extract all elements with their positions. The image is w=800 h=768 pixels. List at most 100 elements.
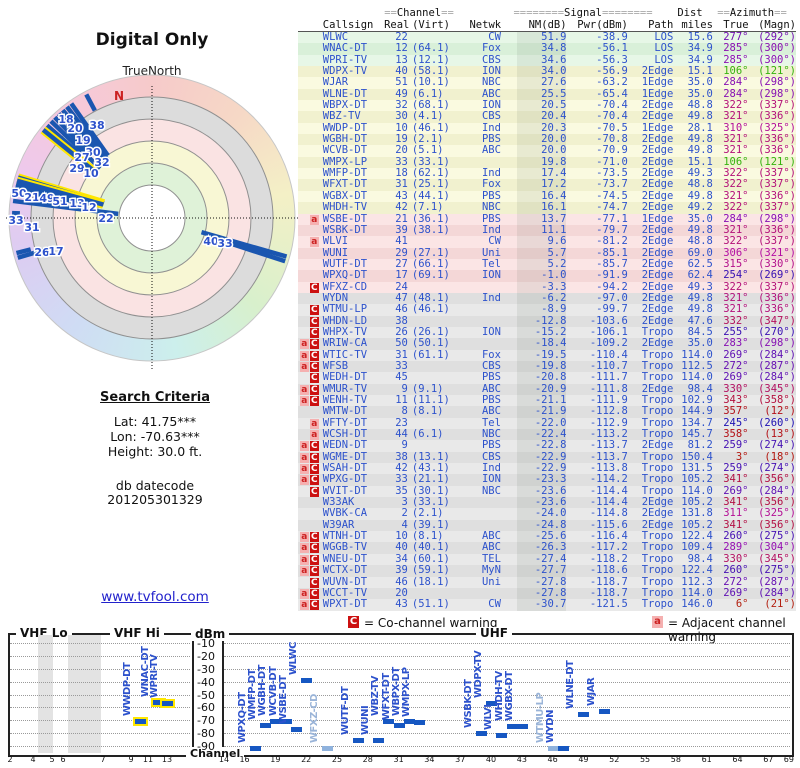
tvfool-link[interactable]: www.tvfool.com <box>101 589 209 605</box>
el <box>49 119 102 170</box>
cell-callsign: WCCT-TV <box>322 586 368 599</box>
table-row: a C WGGB-TV 40 (40.1) ABC -26.3 -117.2 Tropo 109.… <box>298 542 796 554</box>
cell-real: 29 <box>395 246 408 259</box>
cell-virt: (2.1) <box>411 507 444 520</box>
bar-label-WJAR: WJAR <box>585 678 597 707</box>
cell-true: 283° <box>723 337 749 350</box>
cell-netwk: Ind <box>481 462 501 475</box>
signal-bar-WNAC-DT <box>151 698 166 708</box>
el-grid <box>10 746 190 747</box>
radar-channel-label: 32 <box>94 156 109 169</box>
cell-miles: 49.8 <box>687 303 713 316</box>
cell-netwk: Fox <box>481 178 501 191</box>
cell-true: 284° <box>723 212 749 225</box>
latitude-value: Lat: 41.75*** <box>113 414 197 429</box>
cell-magn: (321°) <box>758 246 796 259</box>
table-row: WBPX-DT 32 (68.1) ION 20.5 -70.4 2Edge 48.8 322°… <box>298 99 796 112</box>
cell-real: 10 <box>395 121 408 134</box>
cell-magn: (336°) <box>758 110 796 123</box>
cell-callsign: WTMU-LP <box>322 303 368 316</box>
cell-netwk: PBS <box>481 189 501 202</box>
cell-virt: (51.1) <box>411 598 450 611</box>
cell-real: 20 <box>395 586 408 599</box>
cell-netwk: ION <box>481 325 501 338</box>
cell-miles: 105.2 <box>681 518 713 531</box>
el: Channel <box>396 7 442 19</box>
el-grid <box>10 707 190 709</box>
cell-magn: (337°) <box>758 178 796 191</box>
cell-virt: (30.1) <box>411 484 450 497</box>
uhf-label: UHF <box>476 627 512 640</box>
cell-warnings: C <box>298 316 320 327</box>
cell-warnings <box>298 179 320 190</box>
cell-nm: 20.0 <box>516 145 567 157</box>
cell-netwk: Uni <box>481 575 501 588</box>
cell-miles: 112.5 <box>681 359 713 372</box>
el <box>57 112 106 166</box>
cell-netwk: NBC <box>481 201 501 214</box>
el <box>13 190 25 197</box>
cell-virt: (9.1) <box>411 382 444 395</box>
col-magn: (Magn) <box>758 19 796 31</box>
cell-virt: (46.1) <box>411 303 450 316</box>
cell-callsign: WSBE-DT <box>322 212 368 225</box>
cell-virt: (4.1) <box>411 110 444 123</box>
radar-channel-label: 12 <box>81 201 96 214</box>
signal-bar-WGBH-DT <box>270 719 282 725</box>
radar-channel-label: 13 <box>69 197 84 210</box>
cell-netwk: CW <box>488 31 501 43</box>
cell-pwr: -113.7 <box>589 450 628 463</box>
cell-true: 272° <box>723 359 749 372</box>
cell-virt: (60.1) <box>411 552 450 565</box>
cell-miles: 49.8 <box>687 133 713 146</box>
cell-callsign: WMPX-LP <box>322 155 368 168</box>
cell-warnings <box>298 520 320 531</box>
el-tick: 67 <box>763 755 774 764</box>
cell-virt: (27.1) <box>411 246 450 259</box>
adjacent-warning-icon: a <box>299 543 309 554</box>
radar-channel-label: 31 <box>24 221 39 234</box>
cell-magn: (287°) <box>758 359 796 372</box>
table-row: WVBK-CA 2 (2.1) -24.0 -114.8 2Edge 131.8 311° (3… <box>298 507 796 520</box>
cell-pwr: -63.2 <box>596 76 628 89</box>
el <box>69 102 110 157</box>
bar-label-WUTF-DT: WUTF-DT <box>339 687 351 736</box>
cell-magn: (260°) <box>758 416 796 429</box>
cell-true: 341° <box>723 518 749 531</box>
cell-nm: 34.8 <box>516 42 567 55</box>
cell-magn: (292°) <box>758 31 796 43</box>
cell-real: 51 <box>395 76 408 89</box>
co-channel-warning-icon: C <box>309 384 319 395</box>
cell-magn: (336°) <box>758 144 796 157</box>
cell-callsign: WBPX-DT <box>322 99 368 112</box>
cell-magn: (336°) <box>758 303 796 316</box>
cell-netwk: ION <box>481 65 501 78</box>
cell-nm: 34.0 <box>516 65 567 78</box>
cell-miles: 145.7 <box>681 428 713 441</box>
cell-virt <box>408 236 461 247</box>
cell-callsign: WDPX-TV <box>322 65 368 78</box>
cell-path: 2Edge <box>641 110 674 123</box>
cell-pwr: -99.7 <box>596 303 628 316</box>
cell-real: 8 <box>401 405 408 418</box>
co-channel-warning-icon: C <box>309 316 319 327</box>
cell-netwk: CBS <box>481 359 501 372</box>
cell-path: 2Edge <box>641 167 674 180</box>
table-row: WFXT-DT 31 (25.1) Fox 17.2 -73.7 2Edge 48.8 322°… <box>298 178 796 191</box>
co-channel-warning-icon: C <box>309 327 319 338</box>
cell-path: 2Edge <box>641 246 674 259</box>
table-row: WHDH-TV 42 (7.1) NBC 16.1 -74.7 2Edge 49.2 322° (… <box>298 201 796 214</box>
el-eq: == <box>441 7 454 19</box>
signal-bar-WCVB-DT <box>280 719 292 725</box>
cell-nm: -23.3 <box>516 474 567 486</box>
el-tick: 5 <box>49 755 55 764</box>
table-row: WLWC 22 CW 51.9 -38.9 LOS 15.6 277° (292°) <box>298 31 796 44</box>
cell-virt: (8.1) <box>411 405 444 418</box>
cell-pwr: -38.9 <box>596 31 628 43</box>
el-tick: 49 <box>578 755 589 764</box>
col-path: Path <box>648 19 674 31</box>
cell-miles: 114.0 <box>681 371 713 384</box>
table-row: WYDN 47 (48.1) Ind -6.2 -97.0 2Edge 49.8 321° (33… <box>298 292 796 305</box>
